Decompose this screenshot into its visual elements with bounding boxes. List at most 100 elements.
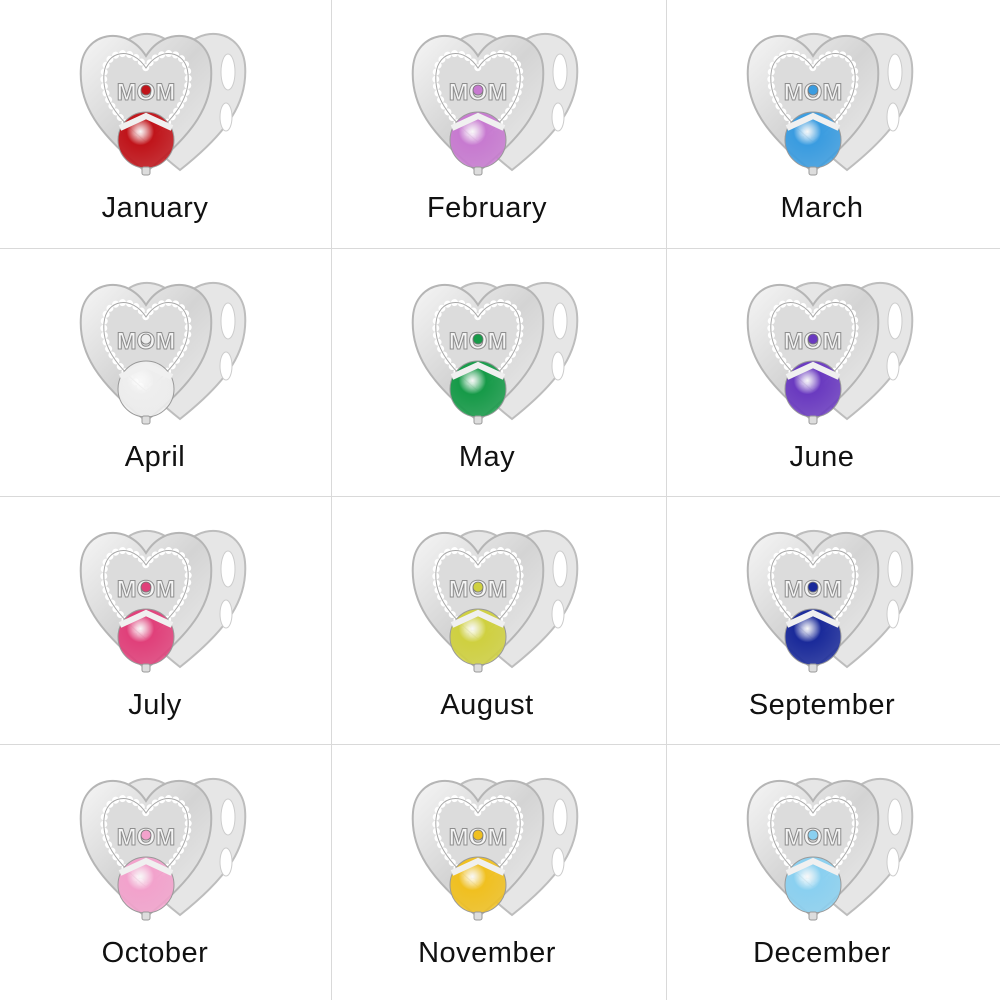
prong [473, 663, 483, 673]
pave-band [118, 112, 174, 131]
charm-opening [219, 102, 233, 132]
prong [473, 166, 483, 176]
charm-opening [552, 302, 568, 340]
inner-heart-outline [435, 302, 521, 392]
charm-opening [220, 302, 236, 340]
product-tile-february[interactable]: MOM February [332, 0, 667, 249]
pave-band [785, 361, 841, 380]
birthstone [449, 856, 507, 914]
charm-opening [551, 847, 565, 877]
pave-band [118, 361, 174, 380]
charm-opening [551, 351, 565, 381]
product-tile-july[interactable]: MOM July [0, 497, 332, 745]
charm-opening [551, 599, 565, 629]
heart-charm-image: MOM [746, 281, 914, 425]
charm-opening [886, 847, 900, 877]
small-birthstone [807, 829, 819, 841]
product-tile-january[interactable]: MOM January [0, 0, 332, 249]
heart-charm-image: MOM [746, 777, 914, 921]
heart-charm-image: MOM [79, 529, 247, 673]
small-birthstone [140, 84, 152, 96]
charm-opening [887, 53, 903, 91]
charm-opening [219, 847, 233, 877]
product-tile-december[interactable]: MOM December [667, 745, 1000, 1000]
product-tile-november[interactable]: MOM November [332, 745, 667, 1000]
heart-charm-image: MOM [411, 529, 579, 673]
prong [141, 663, 151, 673]
charm-opening [552, 53, 568, 91]
charm-opening [886, 599, 900, 629]
month-label: September [748, 689, 896, 721]
inner-heart-outline [770, 550, 856, 640]
prong [808, 911, 818, 921]
heart-charm-image: MOM [79, 777, 247, 921]
product-tile-october[interactable]: MOM October [0, 745, 332, 1000]
small-birthstone [807, 84, 819, 96]
product-tile-march[interactable]: MOM March [667, 0, 1000, 249]
product-tile-april[interactable]: MOM April [0, 249, 332, 497]
birthstone [117, 856, 175, 914]
engraving-text: MOM [784, 79, 843, 106]
prong [808, 663, 818, 673]
heart-charm-image: MOM [411, 777, 579, 921]
inner-heart-outline [770, 53, 856, 143]
charm-opening [886, 351, 900, 381]
pave-band [785, 857, 841, 876]
inner-heart-outline [435, 550, 521, 640]
pave-band [450, 112, 506, 131]
month-label: February [426, 192, 548, 224]
birthstone [784, 608, 842, 666]
birthstone [784, 111, 842, 169]
prong [473, 415, 483, 425]
pave-band [785, 112, 841, 131]
small-birthstone [472, 829, 484, 841]
product-tile-august[interactable]: MOM August [332, 497, 667, 745]
month-label: January [101, 192, 209, 224]
birthstone [449, 360, 507, 418]
product-tile-june[interactable]: MOM June [667, 249, 1000, 497]
prong [473, 911, 483, 921]
charm-opening [886, 102, 900, 132]
small-birthstone [472, 581, 484, 593]
charm-opening [219, 351, 233, 381]
prong [141, 415, 151, 425]
pave-band [118, 609, 174, 628]
inner-heart-outline [770, 302, 856, 392]
birthstone [784, 856, 842, 914]
month-label: May [458, 441, 516, 473]
small-birthstone [140, 581, 152, 593]
charm-opening [887, 302, 903, 340]
inner-heart-outline [103, 798, 189, 888]
small-birthstone [807, 333, 819, 345]
small-birthstone [807, 581, 819, 593]
heart-charm-image: MOM [746, 529, 914, 673]
product-tile-september[interactable]: MOM September [667, 497, 1000, 745]
birthstone [117, 111, 175, 169]
month-label: July [128, 689, 182, 721]
pave-band [450, 361, 506, 380]
inner-heart-outline [435, 798, 521, 888]
pave-band [118, 857, 174, 876]
inner-heart-outline [103, 550, 189, 640]
heart-charm-image: MOM [79, 281, 247, 425]
charm-opening [220, 798, 236, 836]
heart-charm-image: MOM [79, 32, 247, 176]
month-label: April [124, 441, 186, 473]
prong [141, 166, 151, 176]
inner-heart-outline [103, 53, 189, 143]
charm-opening [887, 550, 903, 588]
small-birthstone [140, 333, 152, 345]
charm-opening [552, 798, 568, 836]
birthstone [784, 360, 842, 418]
charm-opening [552, 550, 568, 588]
heart-charm-image: MOM [411, 281, 579, 425]
product-tile-may[interactable]: MOM May [332, 249, 667, 497]
birthstone [449, 608, 507, 666]
charm-opening [219, 599, 233, 629]
charm-opening [220, 550, 236, 588]
charm-opening [551, 102, 565, 132]
inner-heart-outline [435, 53, 521, 143]
engraving-text: MOM [117, 328, 176, 355]
heart-charm-image: MOM [746, 32, 914, 176]
